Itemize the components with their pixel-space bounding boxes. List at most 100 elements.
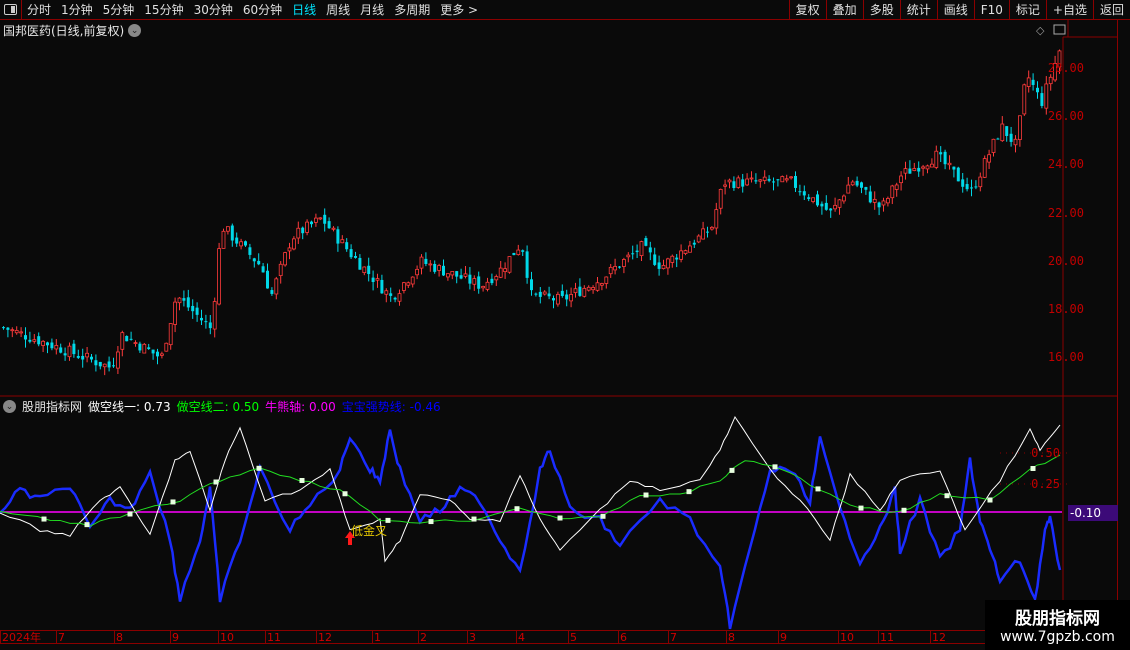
candle-down: [81, 355, 85, 360]
period-tab[interactable]: 1分钟: [61, 3, 93, 17]
layout-icon: [4, 4, 17, 15]
candle-down: [182, 298, 186, 301]
zero-axis-tag: -0.10: [1068, 505, 1118, 521]
candle-down: [754, 180, 758, 182]
candle-down: [200, 317, 203, 321]
period-tab[interactable]: 5分钟: [102, 3, 135, 17]
candle-up: [608, 266, 613, 275]
diamond-icon[interactable]: ◇: [1036, 24, 1045, 37]
period-tab[interactable]: 更多 >: [440, 3, 479, 17]
toolbar-button[interactable]: 标记: [1008, 0, 1046, 20]
toolbar-button[interactable]: 多股: [862, 0, 900, 20]
candle-up: [291, 238, 296, 250]
toolbar-button[interactable]: +自选: [1045, 0, 1093, 20]
period-tab[interactable]: 月线: [360, 3, 385, 17]
period-tab[interactable]: 15分钟: [144, 3, 184, 17]
period-tab[interactable]: 周线: [326, 3, 351, 17]
green-marker: [84, 522, 90, 528]
candle-up: [164, 342, 169, 352]
candle-up: [833, 204, 837, 210]
candle-down: [248, 247, 252, 255]
candle-up: [1000, 123, 1005, 142]
green-marker: [213, 479, 219, 485]
candle-up: [102, 363, 107, 368]
green-line: [0, 454, 1061, 527]
side-panel-strip[interactable]: [1117, 20, 1130, 630]
green-marker: [342, 491, 348, 497]
green-marker: [256, 465, 262, 471]
toolbar-button[interactable]: F10: [973, 0, 1009, 20]
candle-down: [367, 265, 371, 275]
candle-down: [560, 290, 564, 296]
candle-down: [794, 175, 797, 188]
chevron-down-icon[interactable]: ⌄: [3, 400, 16, 413]
toolbar-button[interactable]: 画线: [936, 0, 974, 20]
period-tab[interactable]: 多周期: [394, 3, 431, 17]
watermark-name: 股朋指标网: [1015, 609, 1100, 629]
period-tab[interactable]: 日线: [292, 3, 317, 17]
period-tab[interactable]: 分时: [27, 3, 52, 17]
candle-up: [930, 163, 934, 168]
candle-down: [98, 361, 102, 367]
candle-up: [331, 227, 336, 230]
candle-down: [956, 167, 960, 182]
indicator-value: 做空线一: 0.73: [88, 400, 171, 414]
candle-up: [212, 301, 217, 330]
candle-up: [67, 345, 72, 358]
candle-down: [675, 257, 679, 260]
green-marker: [557, 515, 563, 521]
candle-down: [565, 294, 569, 300]
toolbar-button[interactable]: 叠加: [825, 0, 863, 20]
candle-down: [459, 275, 463, 279]
candle-down: [327, 221, 331, 229]
candle-down: [433, 263, 437, 272]
period-tab[interactable]: 30分钟: [193, 3, 233, 17]
price-axis-label: 18.00: [1047, 302, 1084, 316]
period-tab[interactable]: 60分钟: [242, 3, 283, 17]
candle-down: [807, 197, 811, 199]
chevron-down-icon[interactable]: ⌄: [128, 24, 142, 37]
candle-up: [450, 271, 455, 276]
layout-toggle-button[interactable]: [0, 0, 22, 20]
date-label: 8: [726, 631, 735, 644]
candle-down: [521, 250, 525, 252]
candle-down: [455, 271, 459, 277]
candle-down: [151, 349, 155, 354]
candle-up: [1018, 115, 1022, 140]
candle-up: [626, 254, 631, 258]
candle-down: [1036, 87, 1039, 93]
candle-up: [683, 250, 688, 254]
date-label: 7: [56, 631, 65, 644]
candle-down: [147, 347, 151, 349]
green-marker: [729, 467, 735, 473]
candle-down: [798, 191, 802, 193]
green-marker: [127, 511, 133, 517]
candle-up: [516, 249, 521, 255]
candle-down: [644, 238, 648, 246]
candle-up: [507, 256, 512, 273]
candle-down: [552, 298, 555, 301]
candle-up: [217, 248, 222, 305]
candle-up: [120, 332, 125, 350]
candle-up: [503, 268, 508, 273]
toolbar-button[interactable]: 返回: [1092, 0, 1130, 20]
date-label: 10: [838, 631, 854, 644]
candle-down: [855, 180, 859, 186]
toolbar-button[interactable]: 统计: [899, 0, 937, 20]
candle-down: [706, 231, 709, 233]
candle-up: [987, 154, 991, 163]
candle-up: [177, 297, 182, 304]
candle-up: [670, 255, 675, 263]
layout-icon[interactable]: [1053, 24, 1066, 35]
date-label: 11: [265, 631, 281, 644]
candle-up: [313, 217, 318, 223]
candle-down: [94, 360, 98, 366]
candle-down: [1009, 133, 1013, 142]
candle-up: [934, 150, 939, 168]
toolbar-button[interactable]: 复权: [788, 0, 826, 20]
candle-down: [939, 152, 943, 155]
candle-up: [837, 199, 842, 208]
candle-up: [727, 179, 732, 183]
candle-down: [961, 179, 965, 187]
